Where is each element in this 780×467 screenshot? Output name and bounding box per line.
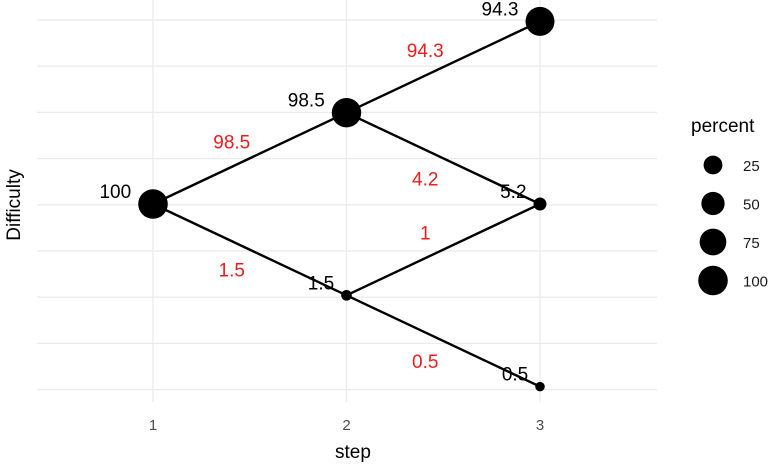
node-point <box>341 289 352 301</box>
edge-line <box>152 111 348 206</box>
legend-key <box>699 228 727 256</box>
x-tick-label: 1 <box>149 417 157 434</box>
legend-key <box>698 265 728 296</box>
node-labels: 100 98.5 1.5 94.3 5.2 0.5 <box>99 0 528 386</box>
edge-label: 1.5 <box>219 261 245 282</box>
legend-label: 25 <box>743 158 760 175</box>
node-label: 100 <box>99 182 131 203</box>
edges <box>152 20 541 388</box>
edge-label: 4.2 <box>412 169 438 190</box>
edge-labels: 98.5 1.5 94.3 4.2 1 0.5 <box>213 41 443 373</box>
legend-key <box>701 191 725 216</box>
node-point <box>535 381 545 392</box>
node-label: 94.3 <box>482 0 519 20</box>
node-point <box>533 197 547 211</box>
legend-label: 75 <box>743 235 760 252</box>
y-axis-title: Difficulty <box>4 169 25 241</box>
legend-label: 50 <box>743 197 760 214</box>
node-label: 1.5 <box>308 273 334 294</box>
x-tick-label: 2 <box>342 417 350 434</box>
edge-line <box>345 111 541 206</box>
node-label: 0.5 <box>502 365 528 386</box>
x-axis-ticks: 1 2 3 <box>149 417 544 434</box>
edge-label: 0.5 <box>412 352 438 373</box>
edge-line <box>345 202 541 297</box>
legend-key <box>703 155 723 175</box>
node-label: 98.5 <box>288 91 325 112</box>
edge-label: 94.3 <box>407 41 444 62</box>
grid-lines <box>37 0 657 402</box>
x-axis-title: step <box>335 442 371 463</box>
node-point <box>331 97 362 128</box>
edge-line <box>345 294 541 388</box>
legend-label: 100 <box>743 274 768 291</box>
edge-line <box>345 20 541 114</box>
legend-title: percent <box>691 116 755 137</box>
node-label: 5.2 <box>500 182 526 203</box>
node-point <box>525 6 555 36</box>
node-point <box>138 189 168 219</box>
x-tick-label: 3 <box>536 417 544 434</box>
edge-label: 98.5 <box>213 132 250 153</box>
edge-label: 1 <box>420 224 431 245</box>
edge-line <box>152 202 348 297</box>
legend: percent 25 50 75 100 <box>691 116 768 296</box>
nodes <box>138 6 555 392</box>
